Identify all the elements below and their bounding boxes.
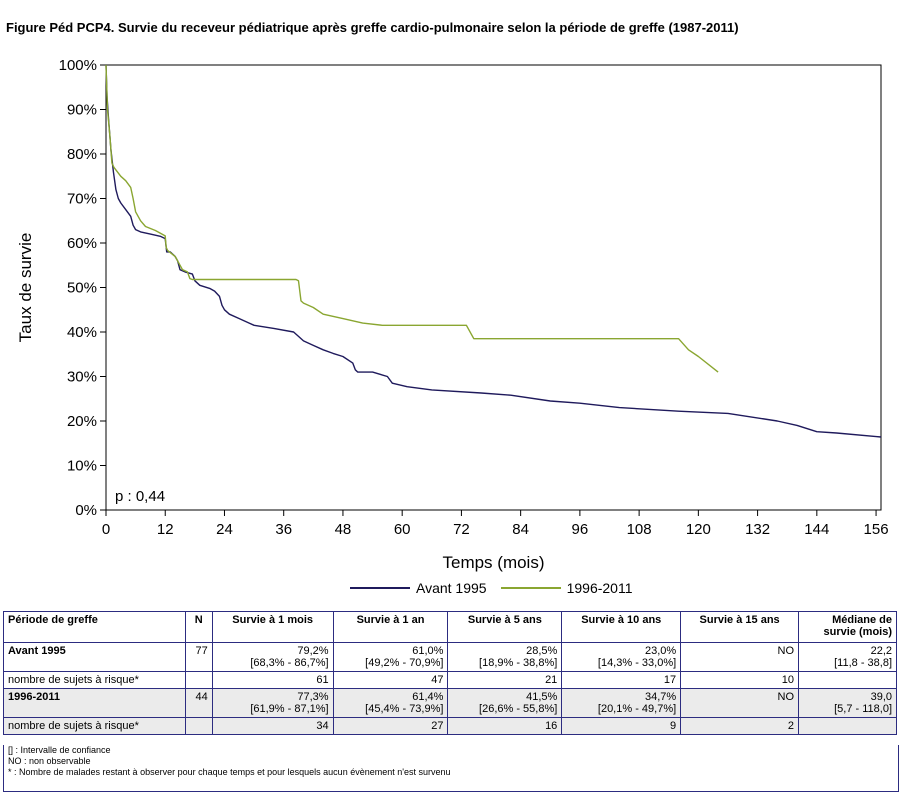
x-tick-label: 24 [216, 521, 233, 538]
risk-cell: 61 [211, 671, 334, 689]
estimate-cell: NO [680, 688, 800, 718]
risk-label-cell: nombre de sujets à risque* [3, 671, 186, 689]
y-tick-label: 50% [67, 280, 97, 297]
footnote: * : Nombre de malades restant à observer… [8, 767, 451, 777]
y-tick-label: 80% [67, 146, 97, 163]
n-cell: 44 [184, 688, 213, 718]
x-tick-label: 144 [804, 521, 829, 538]
y-axis-label: Taux de survie [16, 233, 35, 343]
survival-chart: 0% 10% 20% 30% 40% 50% 60% 70% 80% 90% 100% 0 12 24 36… [16, 57, 889, 572]
table-row: 1996-2011 44 77,3% [61,9% - 87,1%] 61,4%[… [3, 688, 897, 718]
figure-title: Figure Péd PCP4. Survie du receveur pédi… [6, 20, 739, 35]
risk-cell: 9 [561, 717, 682, 735]
x-tick-label: 84 [512, 521, 529, 538]
x-tick-label: 48 [335, 521, 352, 538]
risk-cell: 47 [332, 671, 449, 689]
risk-row: nombre de sujets à risque* 61 47 21 17 1… [3, 671, 897, 689]
legend-swatch-1996-2011 [500, 587, 561, 589]
header-survie-5-ans: Survie à 5 ans [447, 611, 563, 643]
y-tick-label: 90% [67, 102, 97, 119]
chart-legend: Avant 1995 1996-2011 [350, 580, 647, 596]
legend-item-1996-2011: 1996-2011 [500, 580, 633, 596]
risk-cell: 17 [561, 671, 682, 689]
x-tick-label: 132 [745, 521, 770, 538]
group-name-cell: Avant 1995 [3, 642, 186, 672]
plot-frame [105, 64, 882, 511]
x-tick-label: 108 [627, 521, 652, 538]
header-n: N [184, 611, 213, 643]
risk-cell: 34 [211, 717, 334, 735]
p-value-annotation: p : 0,44 [115, 488, 165, 505]
risk-cell: 21 [447, 671, 563, 689]
risk-row: nombre de sujets à risque* 34 27 16 9 2 [3, 717, 897, 735]
header-survie-1-mois: Survie à 1 mois [211, 611, 334, 643]
risk-label-cell: nombre de sujets à risque* [3, 717, 186, 735]
legend-item-before-1995: Avant 1995 [350, 580, 487, 596]
footnote: [] : Intervalle de confiance [8, 745, 111, 755]
series-line-1996-2011 [105, 64, 719, 373]
legend-label-before-1995: Avant 1995 [416, 580, 487, 596]
header-survie-1-an: Survie à 1 an [332, 611, 449, 643]
legend-swatch-before-1995 [350, 587, 410, 589]
y-tick-label: 100% [59, 57, 97, 74]
estimate-cell: 41,5% [26,6% - 55,8%] [447, 688, 563, 718]
estimate-cell: 61,4% [45,4% - 73,9%] [332, 688, 449, 718]
x-tick-label: 156 [864, 521, 889, 538]
estimate-cell: 61,0% [49,2% - 70,9%] [332, 642, 449, 672]
header-survie-15-ans: Survie à 15 ans [680, 611, 800, 643]
survival-table: Période de greffe N Survie à 1 mois Surv… [3, 611, 897, 735]
x-tick-label: 96 [572, 521, 589, 538]
y-tick-label: 20% [67, 413, 97, 430]
x-axis-label: Temps (mois) [442, 553, 544, 572]
risk-cell [798, 671, 897, 689]
table-footnotes: [] : Intervalle de confiance NO : non ob… [3, 745, 899, 792]
median-cell: 39,0 [5,7 - 118,0] [798, 688, 897, 718]
risk-cell: 16 [447, 717, 563, 735]
estimate-cell: 77,3% [61,9% - 87,1%] [211, 688, 334, 718]
x-tick-label: 72 [453, 521, 470, 538]
risk-cell [798, 717, 897, 735]
x-tick-label: 120 [686, 521, 711, 538]
x-tick-label: 36 [275, 521, 292, 538]
x-tick-label: 60 [394, 521, 411, 538]
estimate-cell: 79,2% [68,3% - 86,7%] [211, 642, 334, 672]
header-survie-10-ans: Survie à 10 ans [561, 611, 682, 643]
table-row: Avant 1995 77 79,2% [68,3% - 86,7%] 61,0%… [3, 642, 897, 672]
y-tick-label: 10% [67, 458, 97, 475]
estimate-cell: 23,0% [14,3% - 33,0%] [561, 642, 682, 672]
estimate-cell: NO [680, 642, 800, 672]
y-tick-label: 40% [67, 324, 97, 341]
table-header-row: Période de greffe N Survie à 1 mois Surv… [3, 611, 897, 643]
footnote: NO : non observable [8, 756, 91, 766]
y-tick-label: 70% [67, 191, 97, 208]
y-tick-label: 30% [67, 369, 97, 386]
empty-cell [184, 671, 213, 689]
n-cell: 77 [184, 642, 213, 672]
risk-cell: 2 [680, 717, 800, 735]
risk-cell: 10 [680, 671, 800, 689]
empty-cell [184, 717, 213, 735]
y-tick-label: 60% [67, 235, 97, 252]
header-periode: Période de greffe [3, 611, 186, 643]
estimate-cell: 34,7% [20,1% - 49,7%] [561, 688, 682, 718]
group-name-cell: 1996-2011 [3, 688, 186, 718]
x-tick-label: 12 [157, 521, 174, 538]
legend-label-1996-2011: 1996-2011 [566, 580, 633, 596]
risk-cell: 27 [332, 717, 449, 735]
x-tick-label: 0 [102, 521, 110, 538]
estimate-cell: 28,5% [18,9% - 38,8%] [447, 642, 563, 672]
header-mediane: Médiane de survie (mois) [798, 611, 897, 643]
series-line-before-1995 [105, 64, 882, 438]
median-cell: 22,2 [11,8 - 38,8] [798, 642, 897, 672]
y-tick-label: 0% [75, 502, 97, 519]
